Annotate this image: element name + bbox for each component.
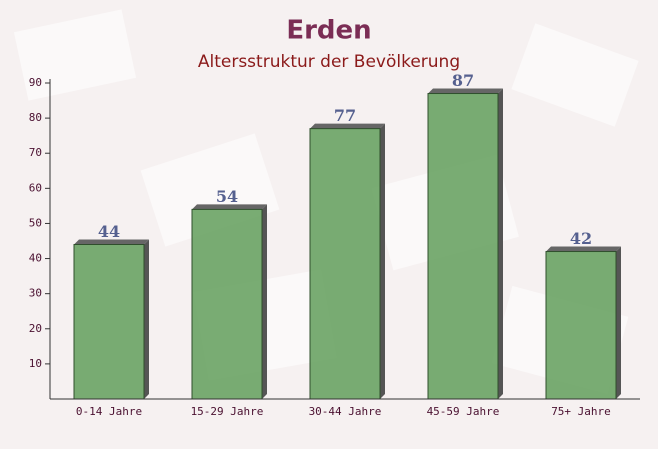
- value-label: 42: [570, 229, 592, 248]
- y-tick-label: 50: [29, 216, 42, 229]
- value-label: 54: [216, 187, 238, 206]
- x-tick-label: 0-14 Jahre: [76, 405, 142, 418]
- x-tick-label: 75+ Jahre: [551, 405, 611, 418]
- x-tick-label: 15-29 Jahre: [191, 405, 264, 418]
- bar: [191, 208, 263, 400]
- x-tick-label: 30-44 Jahre: [309, 405, 382, 418]
- bar-shadow: [192, 204, 267, 210]
- bar-shadow: [310, 123, 385, 129]
- chart-subtitle: Altersstruktur der Bevölkerung: [198, 52, 460, 72]
- y-tick-label: 10: [29, 357, 42, 370]
- bar: [545, 251, 617, 400]
- bar-shadow: [498, 88, 503, 400]
- y-tick-label: 40: [29, 252, 42, 265]
- bar-shadow: [616, 246, 621, 399]
- y-tick-label: 80: [29, 111, 42, 124]
- x-tick-label: 45-59 Jahre: [427, 405, 500, 418]
- value-label: 44: [98, 222, 120, 241]
- bar: [427, 93, 499, 400]
- y-tick-label: 30: [29, 287, 42, 300]
- y-tick-label: 90: [29, 76, 42, 89]
- bar-shadow: [428, 88, 503, 94]
- bar: [73, 244, 145, 400]
- bar-shadow: [262, 204, 267, 399]
- value-label: 87: [452, 71, 474, 90]
- bar: [309, 128, 381, 400]
- y-tick-label: 60: [29, 181, 42, 194]
- chart-title: Erden: [286, 16, 371, 46]
- y-tick-label: 20: [29, 322, 42, 335]
- bar-shadow: [74, 239, 149, 245]
- bar-shadow: [380, 123, 385, 400]
- bar-shadow: [144, 239, 149, 399]
- y-tick-label: 70: [29, 146, 42, 159]
- value-label: 77: [334, 106, 356, 125]
- bar-shadow: [546, 246, 621, 252]
